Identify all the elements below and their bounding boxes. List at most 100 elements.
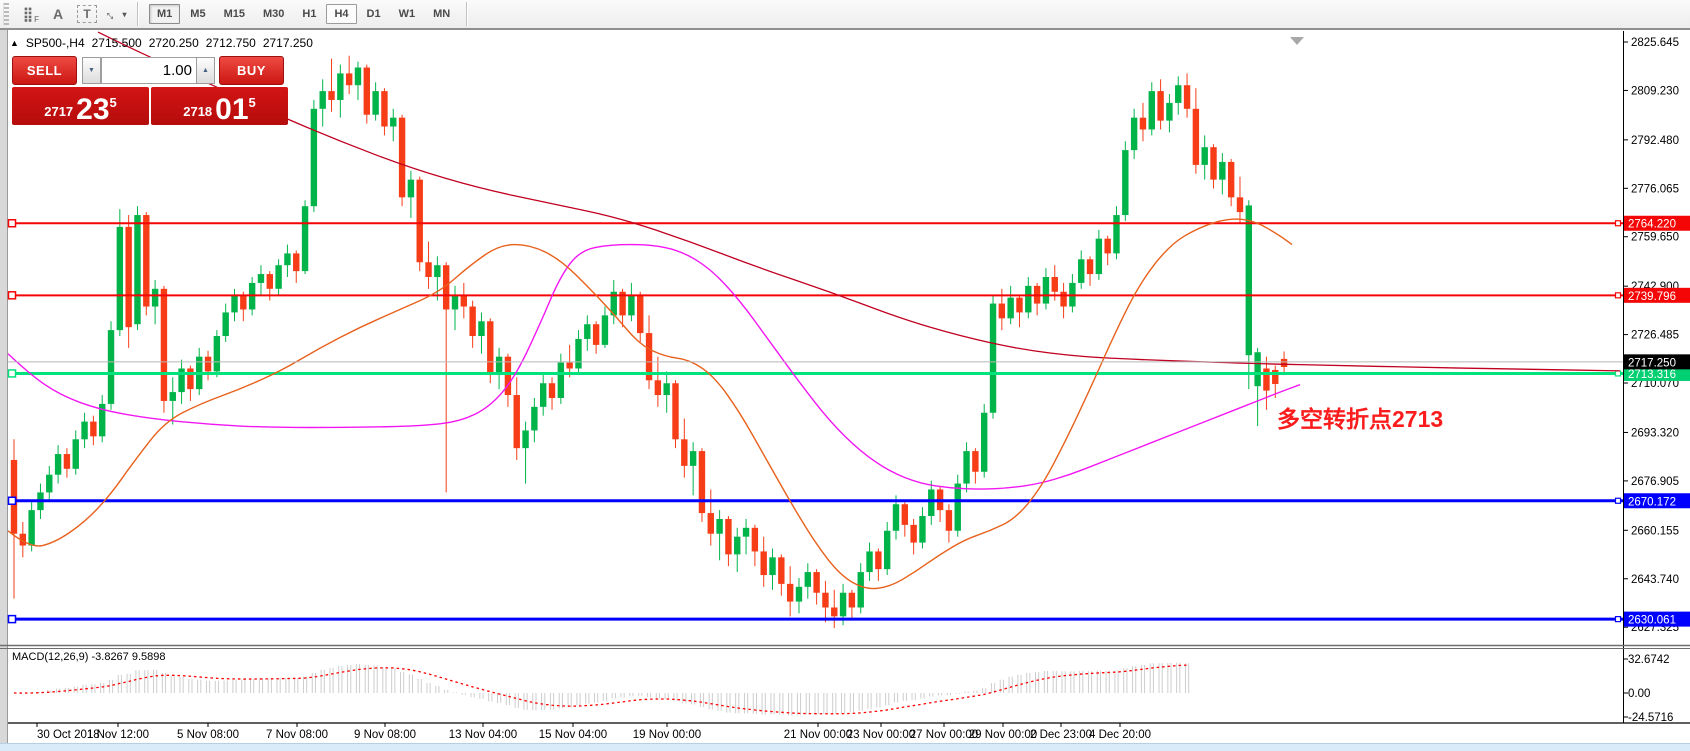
candle-body <box>284 253 291 266</box>
price-axis-label: 2792.480 <box>1631 135 1679 147</box>
sell-price-box[interactable]: 2717 23 5 <box>12 87 149 125</box>
price-axis-label: 2759.650 <box>1631 232 1679 244</box>
price-axis-label: 2693.320 <box>1631 427 1679 439</box>
candle-body <box>707 513 714 534</box>
candle-body <box>981 412 988 472</box>
candle-body <box>1227 161 1235 198</box>
candle-body <box>839 592 847 617</box>
toolbar-icons: ⣿ F A T ↔ ▾ <box>13 3 131 25</box>
candle-body <box>1201 147 1208 165</box>
hline-handle-right[interactable] <box>1614 220 1622 227</box>
timeframe-button-m5[interactable]: M5 <box>190 8 206 20</box>
hline-handle-left[interactable] <box>7 614 17 624</box>
timeframe-button-m15[interactable]: M15 <box>223 8 245 20</box>
date-axis-label: 5 Nov 08:00 <box>177 729 239 741</box>
hline-handle-right[interactable] <box>1614 292 1622 299</box>
candle-body <box>592 324 600 345</box>
sell-price-big: 23 <box>76 92 110 126</box>
candle-body <box>478 321 485 337</box>
candle-body <box>266 274 273 289</box>
timeframe-button-h1[interactable]: H1 <box>302 8 317 20</box>
hline-handle-right[interactable] <box>1614 497 1622 504</box>
candle-body <box>1104 238 1111 254</box>
candle-body <box>531 406 538 431</box>
date-axis-label: 29 Nov 00:00 <box>969 729 1037 741</box>
sell-button[interactable]: SELL <box>12 56 77 85</box>
buy-price-box[interactable]: 2718 01 5 <box>151 87 288 125</box>
candle-body <box>1095 238 1103 275</box>
candle-body <box>1175 85 1182 103</box>
candle-body <box>1051 277 1058 292</box>
macd-axis-label: 32.6742 <box>1628 654 1670 666</box>
candle-body <box>945 510 953 531</box>
candle-body <box>451 294 459 310</box>
toolbar-grip[interactable] <box>3 3 9 25</box>
text-label-icon[interactable]: A <box>52 6 64 22</box>
candle-body <box>663 383 670 396</box>
candle-body <box>134 215 141 325</box>
text-box-tool-icon[interactable]: T <box>77 5 97 23</box>
candle-body <box>619 291 626 316</box>
hline-handle-left[interactable] <box>7 291 17 300</box>
price-badge <box>1624 215 1690 231</box>
date-axis-label: 27 Nov 00:00 <box>910 729 978 741</box>
candle-body <box>204 356 212 372</box>
candle-body <box>813 572 820 593</box>
candle-body <box>963 451 970 484</box>
timeframe-button-mn[interactable]: MN <box>433 8 451 20</box>
candle-body <box>786 583 794 602</box>
buy-button[interactable]: BUY <box>219 56 284 85</box>
candle-body <box>645 333 653 381</box>
timeframe-button-m30[interactable]: M30 <box>262 8 285 20</box>
candle-body <box>1113 215 1120 254</box>
timeframe-button-m1[interactable]: M1 <box>149 4 181 24</box>
candle-body <box>442 265 450 310</box>
candle-body <box>848 592 856 608</box>
volume-input[interactable] <box>101 57 196 84</box>
candle-body <box>213 336 221 372</box>
hline-handle-right[interactable] <box>1614 616 1622 623</box>
candle-body <box>275 265 282 289</box>
hline-handle-left[interactable] <box>7 369 17 378</box>
chart-objects-grid-icon[interactable]: ⣿ F <box>22 5 39 25</box>
price-badge-label: 2739.796 <box>1628 291 1676 303</box>
timeframe-button-h4[interactable]: H4 <box>326 4 357 24</box>
candle-body <box>407 179 415 198</box>
chart-text-annotation[interactable]: 多空转折点2713 <box>1277 406 1444 432</box>
price-axis-label: 2776.065 <box>1631 183 1679 195</box>
candle-body <box>187 368 194 390</box>
candle-body <box>822 592 829 608</box>
candle-body <box>575 338 582 369</box>
timeframe-button-w1[interactable]: W1 <box>398 8 416 20</box>
price-axis-label: 2726.485 <box>1631 330 1679 342</box>
candle-body <box>337 73 344 100</box>
hline-handle-left[interactable] <box>7 496 17 506</box>
ohlc-close: 2717.250 <box>262 36 313 50</box>
chart-shift-marker-icon[interactable] <box>1290 37 1304 45</box>
collapse-arrow-icon[interactable]: ▲ <box>10 38 19 48</box>
candle-body <box>469 306 476 337</box>
candle-body <box>99 403 106 437</box>
macd-axis-label: 0.00 <box>1628 688 1650 700</box>
candle-body <box>1166 102 1173 121</box>
candle-body <box>989 303 997 413</box>
candle-body <box>81 421 88 440</box>
hline-handle-left[interactable] <box>7 218 17 228</box>
candle-body <box>178 368 185 393</box>
volume-decrease-button[interactable]: ▼ <box>82 57 101 84</box>
timeframe-button-d1[interactable]: D1 <box>366 8 381 20</box>
candle-body <box>831 607 838 617</box>
candle-body <box>866 551 873 573</box>
hline-handle-right[interactable] <box>1614 370 1622 377</box>
date-axis-label: 1 Nov 12:00 <box>87 729 149 741</box>
candle-body <box>390 117 397 127</box>
candle-body <box>1263 368 1270 391</box>
candle-body <box>222 312 229 337</box>
volume-increase-button[interactable]: ▲ <box>196 57 215 84</box>
candle-body <box>1025 285 1032 313</box>
candle-body <box>804 572 811 587</box>
ma-slow-line <box>97 31 1621 372</box>
cursor-arrows-icon[interactable]: ↔ ▾ <box>101 3 127 25</box>
candle-body <box>954 483 961 531</box>
